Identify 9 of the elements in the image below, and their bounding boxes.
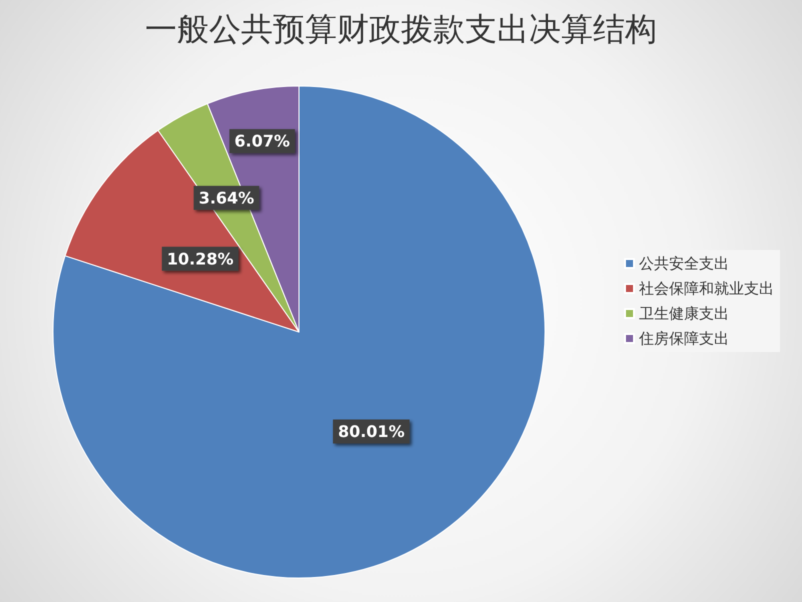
legend-label: 卫生健康支出	[639, 304, 729, 322]
chart-title: 一般公共预算财政拨款支出决算结构	[145, 10, 657, 48]
data-label: 3.64%	[198, 188, 254, 208]
data-label: 80.01%	[338, 422, 405, 442]
legend-label: 住房保障支出	[638, 330, 729, 348]
legend-label: 社会保障和就业支出	[639, 280, 774, 298]
data-label: 6.07%	[234, 132, 290, 151]
legend-label: 公共安全支出	[639, 254, 729, 272]
data-label: 10.28%	[166, 249, 234, 268]
